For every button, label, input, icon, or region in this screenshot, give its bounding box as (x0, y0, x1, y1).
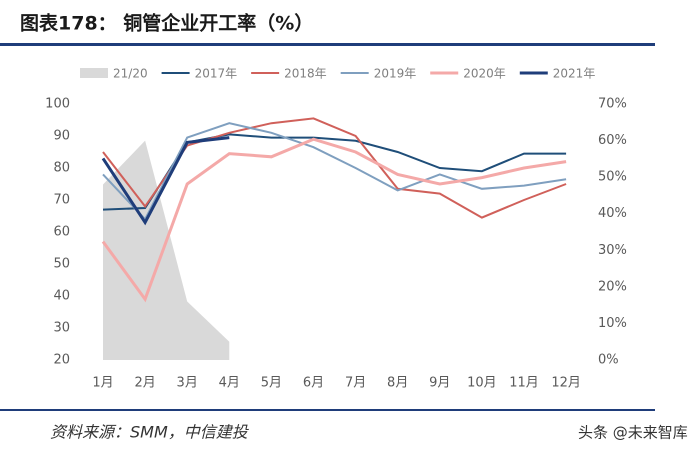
y-tick-label: 20 (53, 353, 70, 368)
x-tick-label: 8月 (387, 376, 408, 391)
x-tick-label: 6月 (303, 376, 324, 391)
x-tick-label: 10月 (467, 376, 497, 391)
y-tick-label: 80 (53, 161, 70, 176)
y2-tick-label: 20% (598, 279, 627, 294)
y2-tick-label: 10% (598, 316, 627, 331)
y2-tick-label: 40% (598, 206, 627, 221)
y-tick-label: 60 (53, 225, 70, 240)
x-tick-label: 4月 (219, 376, 240, 391)
x-tick-label: 1月 (92, 376, 113, 391)
x-tick-label: 11月 (509, 376, 539, 391)
source: 资料来源：SMM，中信建投 (50, 423, 250, 442)
legend-label: 2020年 (463, 67, 506, 81)
y-tick-label: 40 (53, 289, 70, 304)
x-tick-label: 3月 (177, 376, 198, 391)
area (103, 140, 230, 360)
x-tick-label: 7月 (345, 376, 366, 391)
footer-rule (0, 409, 655, 411)
legend-label: 2017年 (195, 67, 238, 81)
x-tick-label: 12月 (551, 376, 581, 391)
watermark: 头条 @未来智库 (578, 424, 688, 442)
y2-tick-label: 50% (598, 170, 627, 185)
legend-label: 21/20 (113, 67, 148, 81)
y2-tick-label: 70% (598, 97, 627, 112)
chart-title: 图表178： 铜管企业开工率（%） (20, 12, 313, 35)
y-tick-label: 50 (53, 257, 70, 272)
y-tick-label: 70 (53, 193, 70, 208)
x-tick-label: 5月 (261, 376, 282, 391)
y-tick-label: 30 (53, 321, 70, 336)
y2-tick-label: 0% (598, 353, 619, 368)
line (101, 137, 567, 303)
legend-swatch (80, 68, 108, 78)
legend-label: 2021年 (553, 67, 596, 81)
x-tick-label: 2月 (134, 376, 155, 391)
y-tick-label: 100 (45, 97, 70, 112)
title-rule (0, 43, 655, 46)
line (101, 136, 230, 226)
y-tick-label: 90 (53, 129, 70, 144)
x-tick-label: 9月 (429, 376, 450, 391)
line (102, 122, 567, 221)
y2-tick-label: 30% (598, 243, 627, 258)
legend-label: 2018年 (284, 67, 327, 81)
y2-tick-label: 60% (598, 133, 627, 148)
legend-label: 2019年 (374, 67, 417, 81)
